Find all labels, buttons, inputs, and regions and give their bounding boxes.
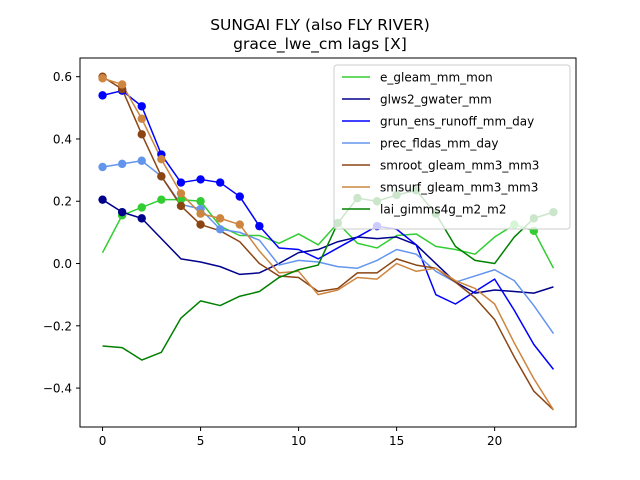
data-point-e_gleam_mm_mon bbox=[176, 195, 186, 204]
data-point-grun_ens_runoff_mm_day bbox=[98, 91, 107, 100]
legend-label-prec_fldas_mm_day: prec_fldas_mm_day bbox=[380, 137, 499, 151]
data-point-prec_fldas_mm_day bbox=[137, 156, 146, 165]
data-point-glws2_gwater_mm bbox=[117, 207, 127, 217]
data-point-prec_fldas_mm_day bbox=[117, 159, 127, 169]
series-line-grun_ens_runoff_mm_day bbox=[102, 89, 555, 370]
x-tick-label: 0 bbox=[99, 434, 107, 448]
legend-label-glws2_gwater_mm: glws2_gwater_mm bbox=[380, 93, 492, 107]
data-point-smroot_gleam_mm3_mm3 bbox=[176, 201, 186, 211]
data-point-smsurf_gleam_mm3_mm3 bbox=[157, 155, 166, 164]
data-point-e_gleam_mm_mon bbox=[137, 203, 146, 212]
data-point-e_gleam_mm_mon bbox=[157, 195, 166, 204]
data-point-smroot_gleam_mm3_mm3 bbox=[157, 172, 166, 181]
legend: e_gleam_mm_mon glws2_gwater_mm grun_ens_ru… bbox=[333, 64, 571, 230]
data-point-smsurf_gleam_mm3_mm3 bbox=[176, 189, 186, 198]
x-tick-label: 5 bbox=[197, 434, 205, 448]
data-point-smsurf_gleam_mm3_mm3 bbox=[137, 114, 146, 123]
data-point-smroot_gleam_mm3_mm3 bbox=[137, 130, 146, 139]
data-point-grun_ens_runoff_mm_day bbox=[196, 175, 205, 184]
data-point-prec_fldas_mm_day bbox=[215, 225, 225, 234]
y-tick-label: 0.6 bbox=[53, 70, 72, 84]
chart-subtitle: grace_lwe_cm lags [X] bbox=[233, 35, 407, 53]
series-line-lai_gimms4g_m2_m2 bbox=[102, 189, 554, 361]
data-point-prec_fldas_mm_day bbox=[98, 162, 107, 172]
plot-frame bbox=[79, 57, 577, 428]
data-point-grun_ens_runoff_mm_day bbox=[235, 192, 244, 201]
data-point-smroot_gleam_mm3_mm3 bbox=[196, 220, 205, 229]
data-point-smsurf_gleam_mm3_mm3 bbox=[117, 80, 127, 89]
legend-box bbox=[333, 64, 571, 230]
y-tick-label: −0.4 bbox=[43, 382, 72, 396]
legend-label-smroot_gleam_mm3_mm3: smroot_gleam_mm3_mm3 bbox=[380, 159, 539, 173]
x-tick-label: 15 bbox=[389, 434, 404, 448]
legend-label-smsurf_gleam_mm3_mm3: smsurf_gleam_mm3_mm3 bbox=[380, 181, 538, 195]
data-point-grun_ens_runoff_mm_day bbox=[137, 102, 146, 111]
y-tick-label: 0.2 bbox=[53, 195, 72, 209]
y-tick-label: −0.2 bbox=[43, 319, 72, 333]
x-tick-label: 10 bbox=[291, 434, 306, 448]
data-point-grun_ens_runoff_mm_day bbox=[176, 178, 186, 187]
data-point-grun_ens_runoff_mm_day bbox=[255, 221, 264, 231]
data-point-glws2_gwater_mm bbox=[137, 214, 146, 223]
data-point-grun_ens_runoff_mm_day bbox=[215, 178, 225, 187]
data-point-e_gleam_mm_mon bbox=[196, 197, 205, 206]
series-line-smsurf_gleam_mm3_mm3 bbox=[102, 77, 555, 411]
data-point-smsurf_gleam_mm3_mm3 bbox=[215, 214, 225, 223]
chart-title: SUNGAI FLY (also FLY RIVER) bbox=[210, 16, 430, 34]
legend-label-e_gleam_mm_mon: e_gleam_mm_mon bbox=[380, 71, 493, 85]
x-tick-label: 20 bbox=[487, 434, 502, 448]
data-point-smsurf_gleam_mm3_mm3 bbox=[196, 209, 205, 218]
y-tick-label: 0.4 bbox=[53, 132, 72, 146]
legend-label-grun_ens_runoff_mm_day: grun_ens_runoff_mm_day bbox=[380, 115, 534, 129]
data-point-glws2_gwater_mm bbox=[98, 195, 107, 204]
data-point-smsurf_gleam_mm3_mm3 bbox=[235, 220, 244, 229]
legend-label-lai_gimms4g_m2_m2: lai_gimms4g_m2_m2 bbox=[380, 203, 507, 217]
y-tick-label: 0.0 bbox=[53, 257, 72, 271]
data-point-smsurf_gleam_mm3_mm3 bbox=[98, 74, 107, 83]
axes-layer: 0 5 10 15 20 −0.4 −0.2 0.0 0.2 0.4 0.6 bbox=[43, 57, 577, 448]
